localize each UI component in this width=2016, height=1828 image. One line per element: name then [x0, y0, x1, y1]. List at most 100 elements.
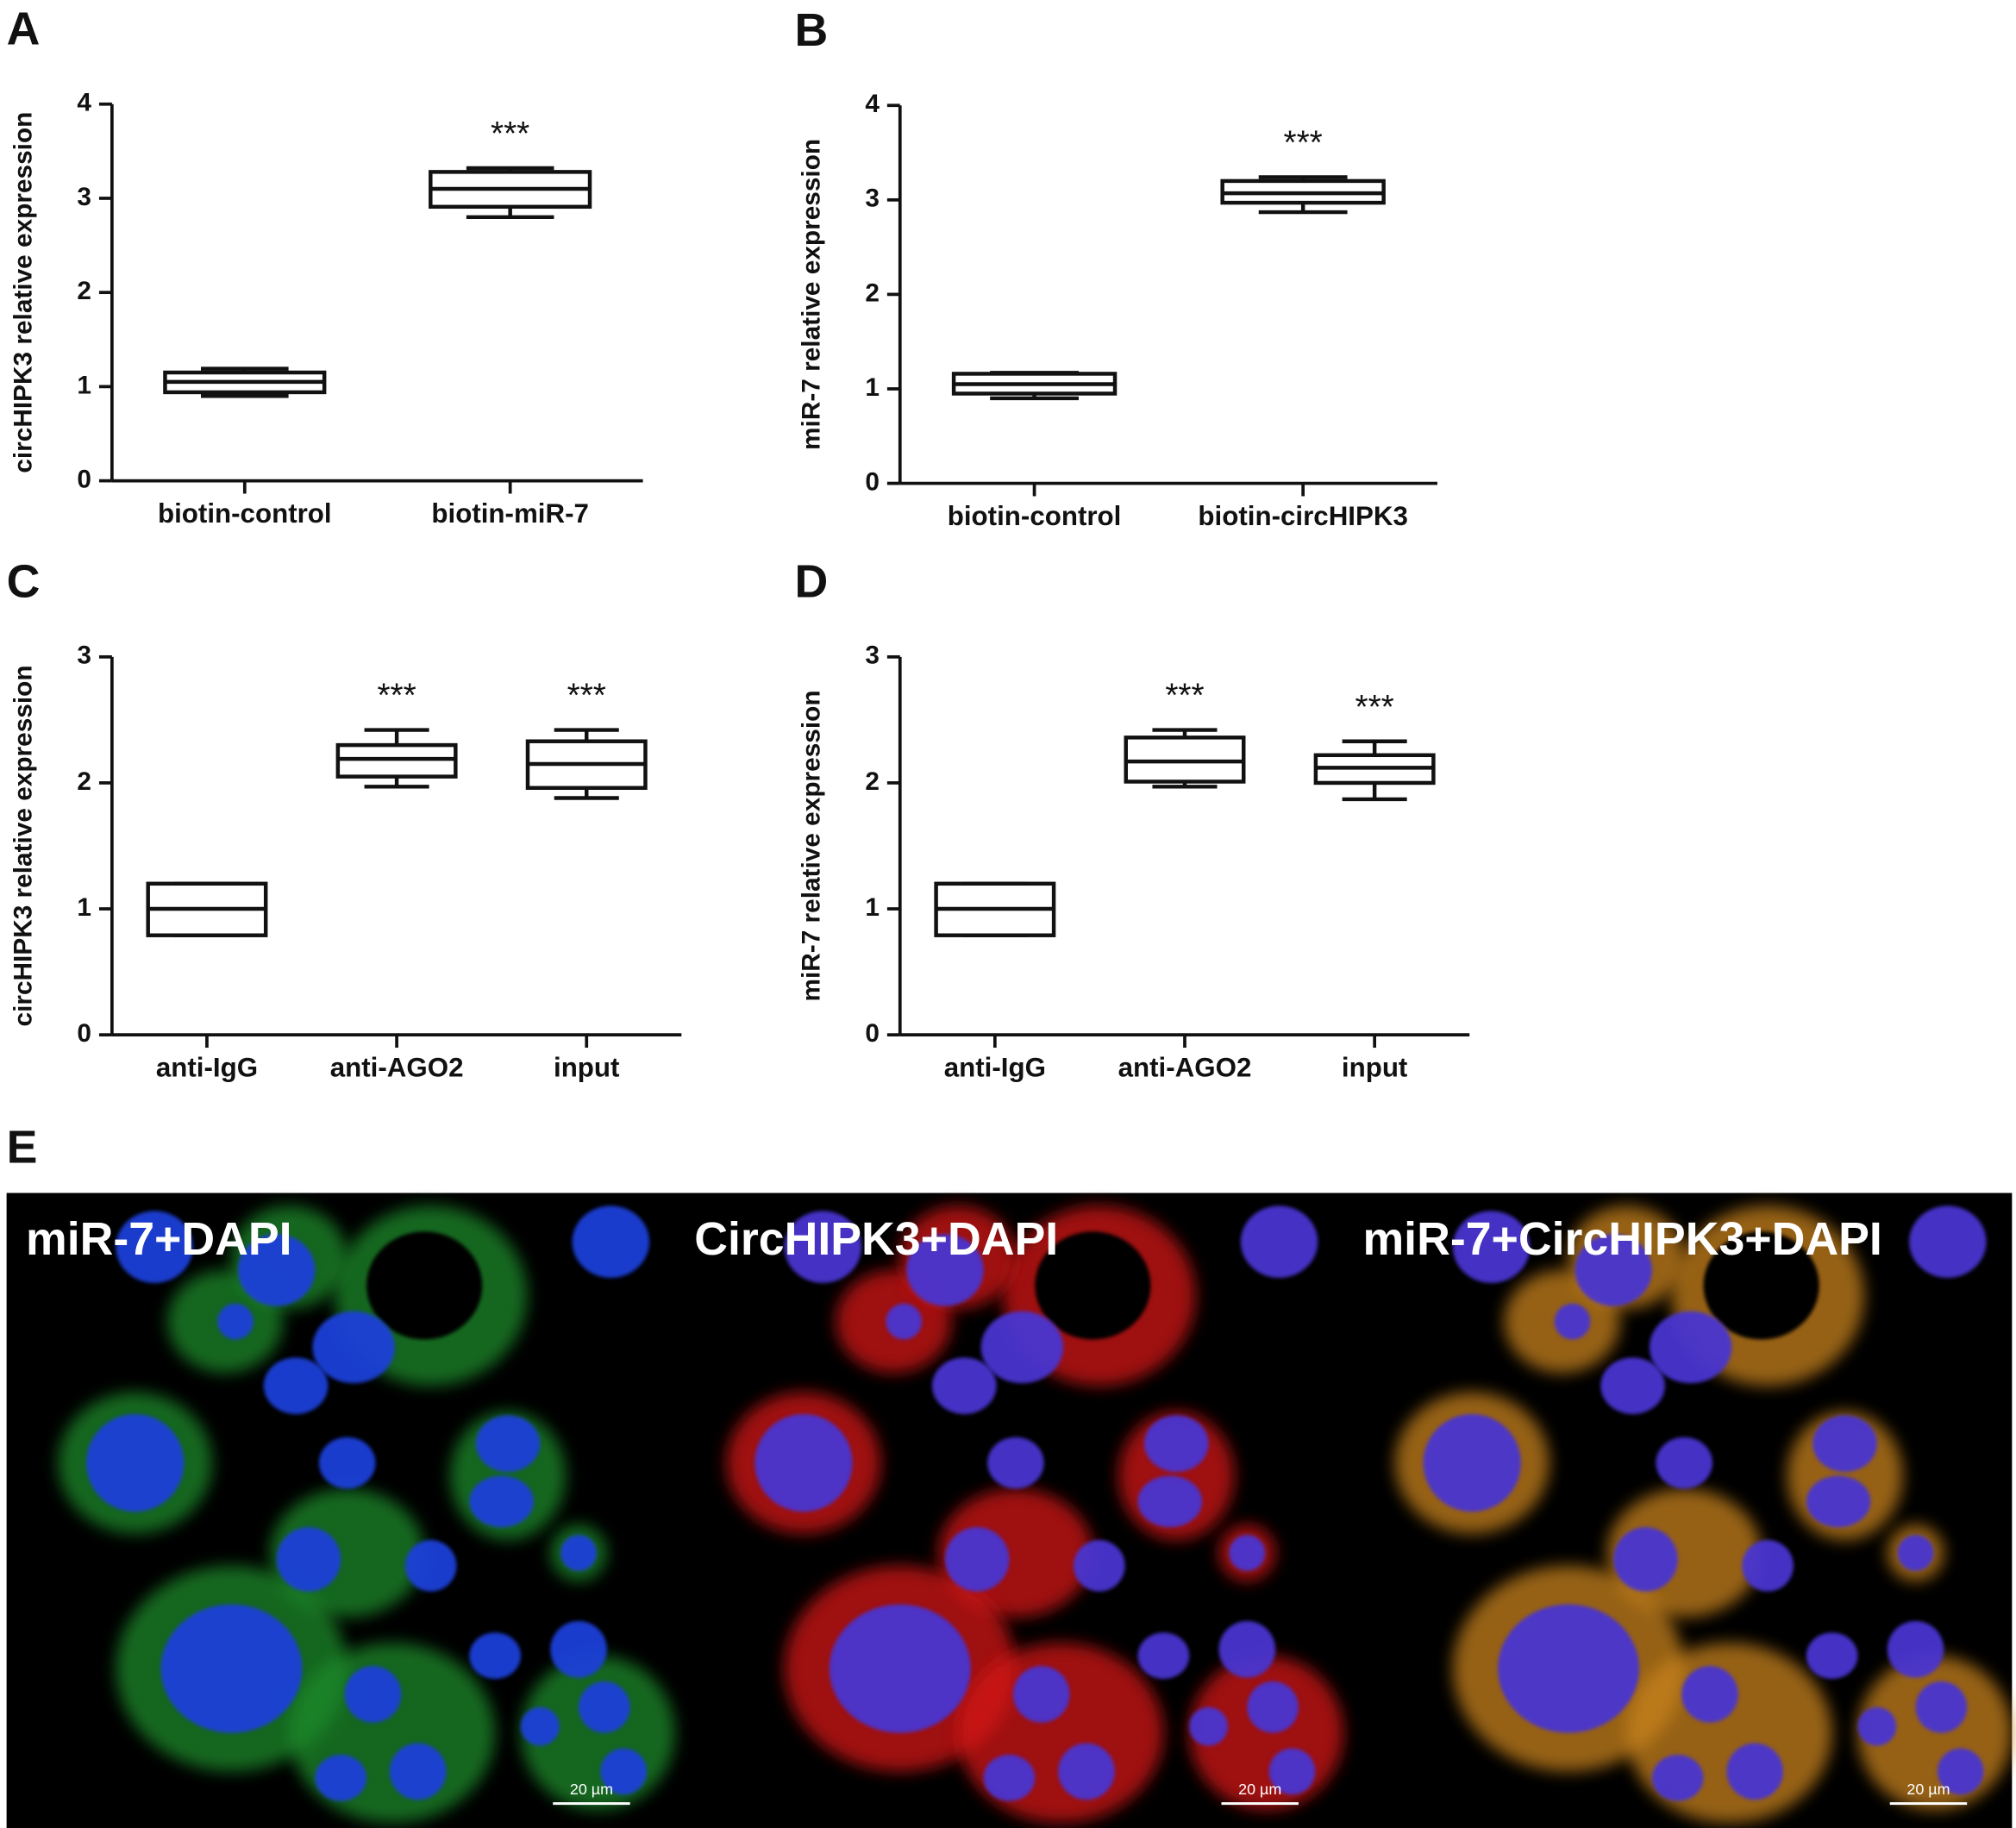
x-tick-label: anti-AGO2 [1118, 1053, 1252, 1083]
scale-bar-label: 20 µm [570, 1781, 613, 1798]
micrograph [58, 1205, 675, 1824]
nucleus [276, 1527, 341, 1592]
nucleus [237, 1234, 316, 1306]
panel-label: C [7, 556, 41, 608]
x-tick-label: biotin-control [948, 501, 1122, 531]
nucleus [263, 1357, 329, 1414]
panel-label: B [795, 4, 829, 56]
image-label: miR-7+CircHIPK3+DAPI [1362, 1213, 1881, 1265]
y-tick-label: 0 [865, 1019, 880, 1048]
significance: *** [1284, 125, 1323, 162]
nucleus [1137, 1632, 1190, 1680]
nucleus [1074, 1540, 1125, 1592]
y-tick-label: 0 [77, 1019, 91, 1048]
x-tick-label: input [554, 1053, 620, 1083]
nucleus [1651, 1755, 1704, 1801]
nucleus [1012, 1666, 1070, 1723]
whisker-high [364, 728, 429, 746]
nucleus [160, 1604, 303, 1733]
x-tick-label: biotin-circHIPK3 [1198, 501, 1407, 531]
y-tick-label: 3 [77, 642, 91, 670]
nucleus [1915, 1681, 1968, 1733]
y-axis-title: miR-7 relative expression [797, 139, 825, 450]
nucleus [1897, 1535, 1934, 1571]
whisker-high [1342, 739, 1407, 755]
significance: *** [491, 116, 529, 153]
nucleus [1600, 1357, 1665, 1414]
cytoplasm [957, 1643, 1164, 1824]
y-tick-label: 2 [77, 277, 91, 305]
nucleus [1909, 1205, 1987, 1278]
scale-bar-label: 20 µm [1906, 1781, 1950, 1798]
nucleus [932, 1357, 997, 1414]
nucleus [1247, 1681, 1299, 1733]
scale-bar-label: 20 µm [1238, 1781, 1281, 1798]
nucleus [944, 1527, 1010, 1592]
y-tick-label: 1 [865, 373, 880, 402]
significance: *** [1165, 678, 1204, 715]
y-axis-title: circHIPK3 relative expression [9, 112, 37, 473]
nucleus [312, 1311, 395, 1384]
nucleus [983, 1755, 1036, 1801]
nucleus [1613, 1527, 1678, 1592]
nucleus [1268, 1748, 1316, 1795]
x-tick-label: anti-IgG [156, 1053, 258, 1083]
nucleus [1189, 1706, 1228, 1746]
vacuole [366, 1231, 483, 1340]
nucleus [1229, 1535, 1266, 1571]
nucleus [572, 1205, 650, 1278]
nucleus [579, 1681, 630, 1733]
nucleus [1937, 1748, 1984, 1795]
panel-label: E [7, 1121, 38, 1173]
nucleus [906, 1234, 984, 1306]
x-tick-label: biotin-miR-7 [431, 498, 589, 529]
nucleus [1144, 1415, 1209, 1473]
nucleus [1857, 1706, 1897, 1746]
nucleus [475, 1415, 541, 1473]
significance: *** [1355, 689, 1394, 726]
significance: *** [377, 678, 416, 715]
nucleus [389, 1743, 447, 1800]
x-tick-label: anti-AGO2 [330, 1053, 464, 1083]
nucleus [1813, 1415, 1877, 1473]
micrograph [726, 1205, 1344, 1824]
panel-label: D [795, 556, 829, 608]
significance: *** [567, 678, 606, 715]
y-tick-label: 0 [77, 465, 91, 493]
nucleus [754, 1413, 853, 1512]
nucleus [116, 1211, 193, 1283]
nucleus [1218, 1620, 1276, 1678]
y-tick-label: 2 [865, 279, 880, 307]
nucleus [344, 1666, 402, 1723]
y-tick-label: 2 [865, 767, 880, 796]
x-tick-label: input [1342, 1053, 1408, 1083]
cytoplasm [1626, 1643, 1832, 1824]
whisker-low [1342, 782, 1407, 802]
micrograph [1394, 1205, 2013, 1824]
cytoplasm [289, 1643, 496, 1824]
nucleus [1575, 1234, 1652, 1306]
nucleus [520, 1706, 560, 1746]
nucleus [1742, 1540, 1794, 1592]
vacuole [1703, 1231, 1819, 1340]
y-tick-label: 1 [77, 371, 91, 399]
y-tick-label: 0 [865, 467, 880, 496]
y-tick-label: 3 [865, 642, 880, 670]
y-tick-label: 2 [77, 767, 91, 796]
nucleus [1649, 1311, 1732, 1384]
nucleus [318, 1437, 376, 1489]
nucleus [987, 1437, 1044, 1489]
nucleus [1058, 1743, 1115, 1800]
nucleus [469, 1632, 521, 1680]
image-label: CircHIPK3+DAPI [694, 1213, 1058, 1265]
nucleus [1452, 1211, 1531, 1283]
nucleus [1726, 1743, 1783, 1800]
vacuole [1035, 1231, 1151, 1340]
nucleus [315, 1755, 367, 1801]
nucleus [886, 1303, 923, 1340]
nucleus [1887, 1620, 1944, 1678]
nucleus [1240, 1205, 1318, 1278]
nucleus [560, 1535, 597, 1571]
nucleus [1423, 1413, 1521, 1512]
nucleus [86, 1413, 185, 1512]
